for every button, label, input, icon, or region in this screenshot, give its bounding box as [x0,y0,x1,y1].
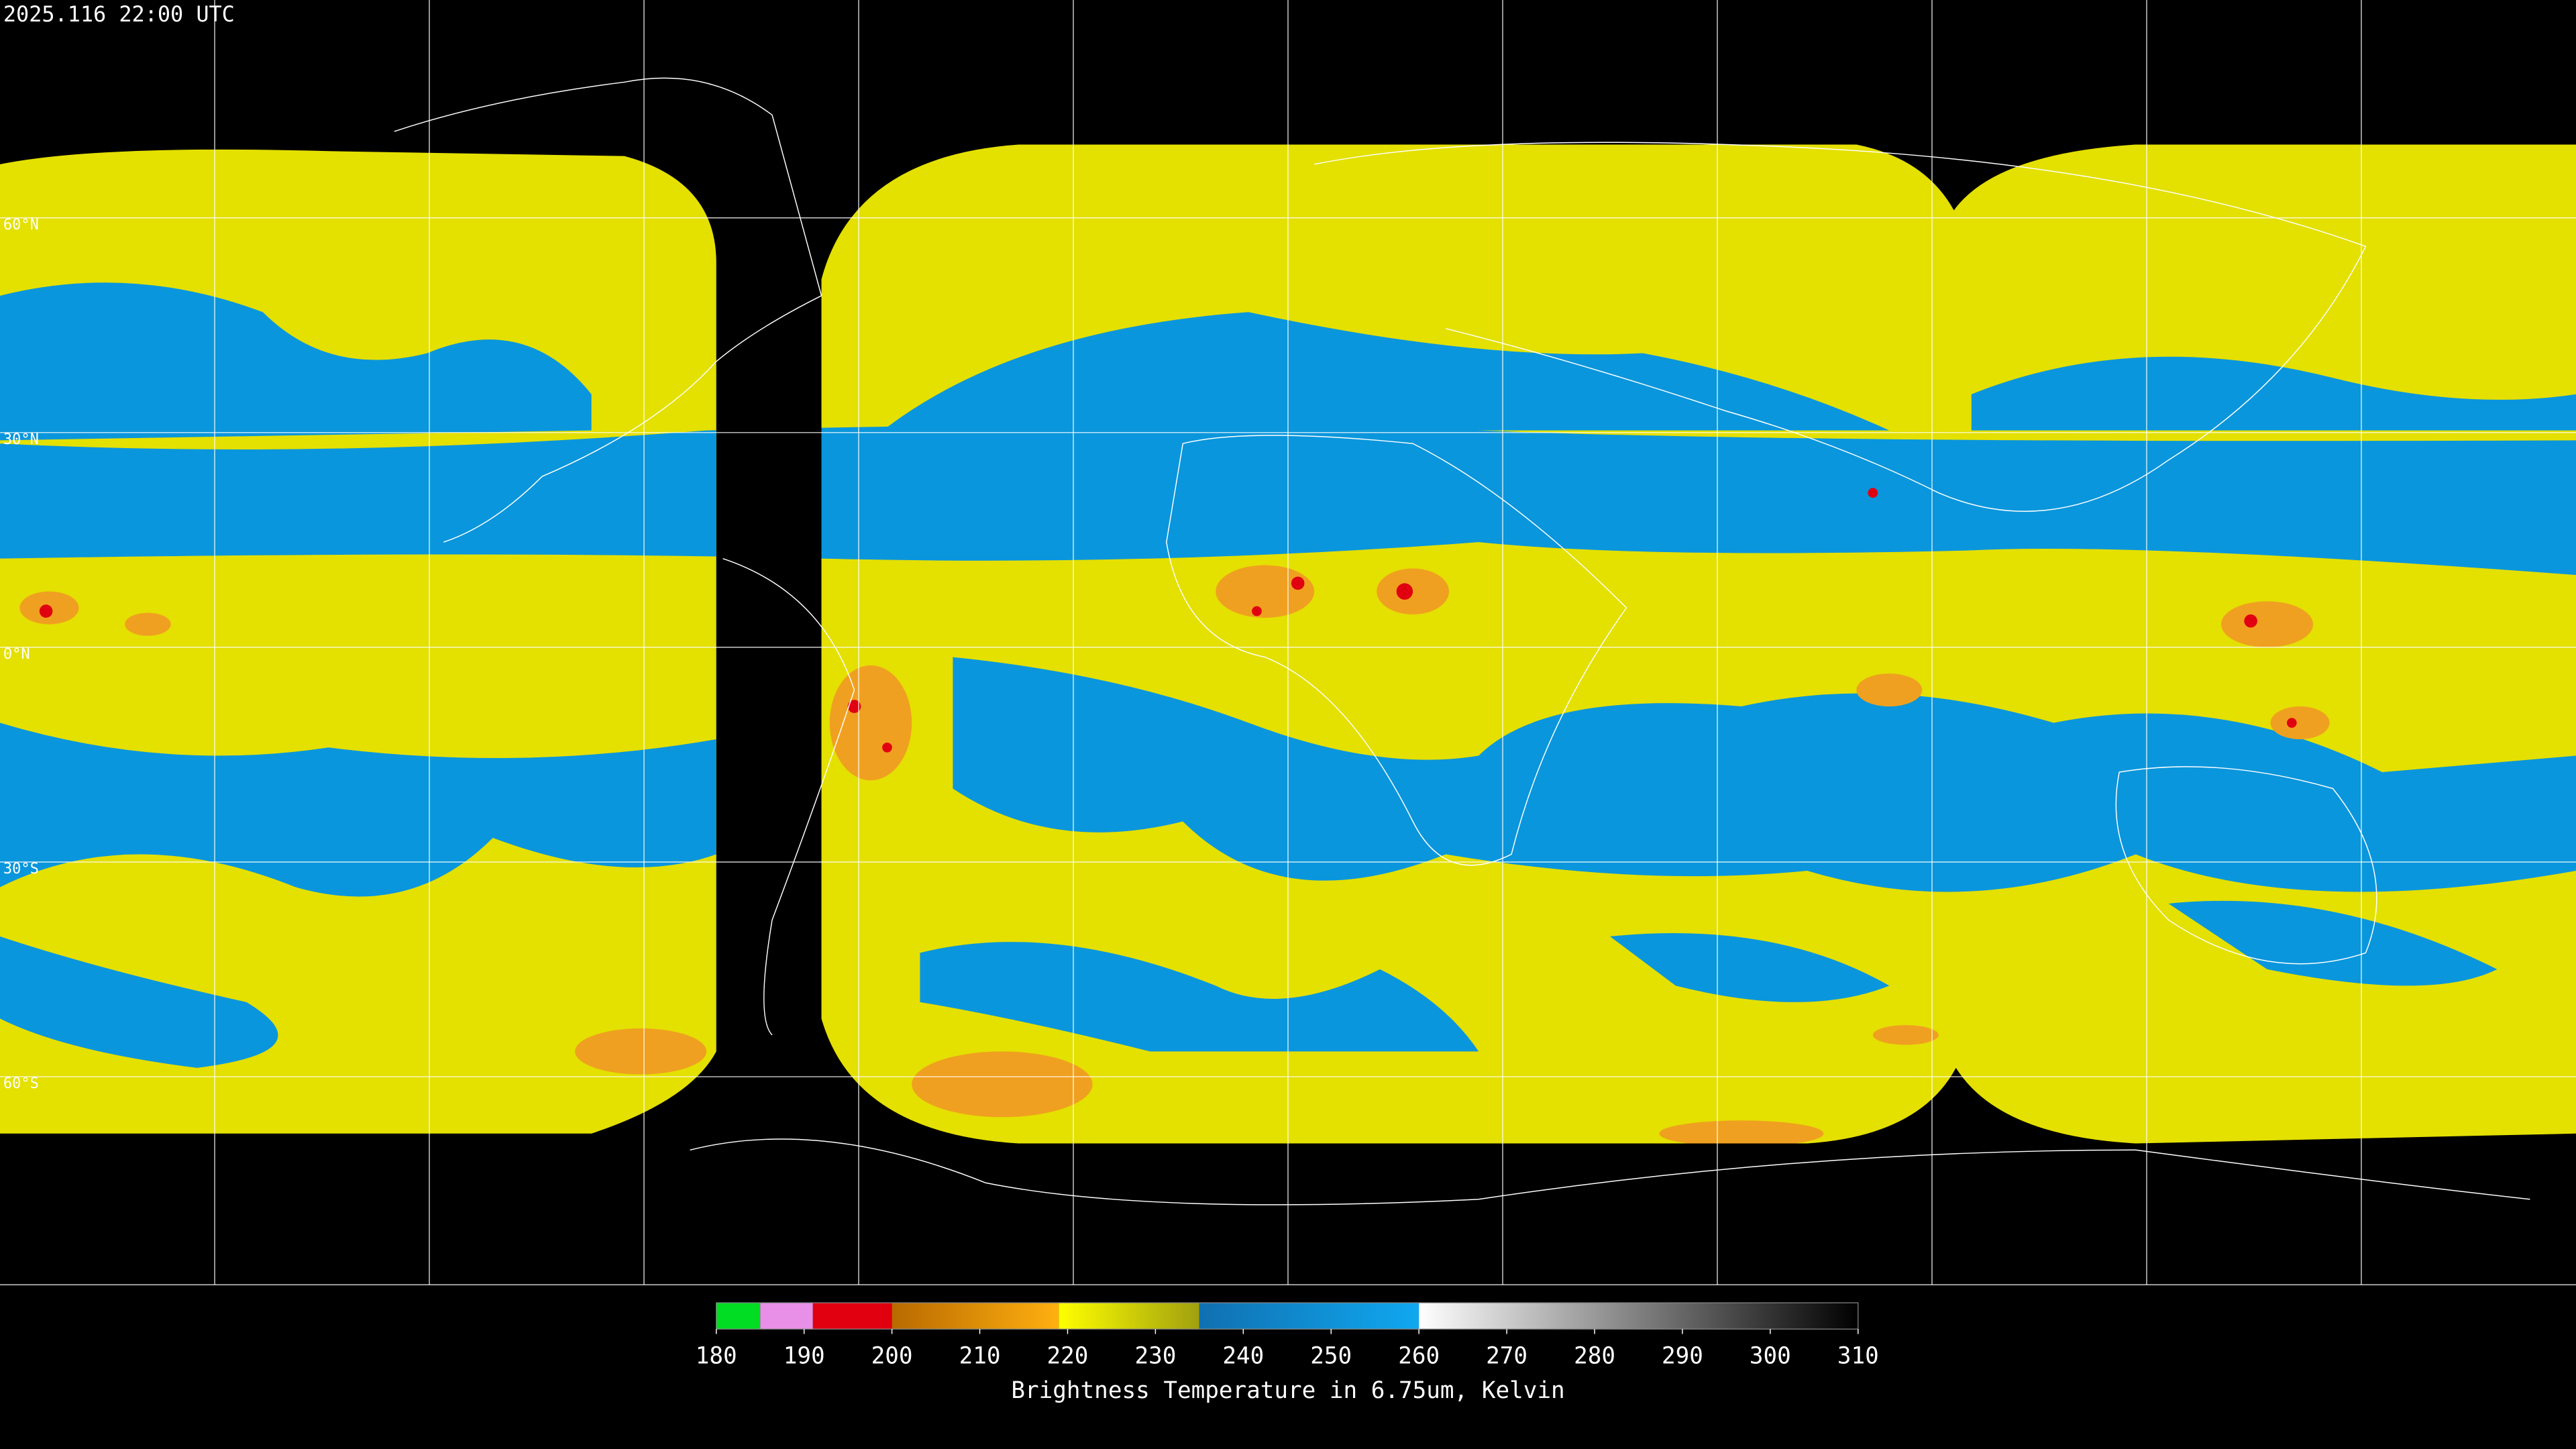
colorbar-tick-label: 230 [1134,1343,1176,1370]
colorbar-label: Brightness Temperature in 6.75um, Kelvin [1011,1377,1564,1404]
colorbar-tick-label: 200 [871,1343,913,1370]
colorbar-tick-label: 220 [1047,1343,1089,1370]
colorbar-tick-label: 210 [959,1343,1001,1370]
lat-label: 30°S [3,861,39,877]
colorbar-segment [1419,1303,1858,1330]
colorbar-tick-label: 300 [1750,1343,1791,1370]
colorbar-tick-label: 240 [1222,1343,1264,1370]
dry-band [0,900,2498,1068]
colorbar-segment [812,1303,892,1330]
colorbar-tick-label: 260 [1398,1343,1440,1370]
colorbar-tick-label: 310 [1837,1343,1879,1370]
colorbar-segment [1199,1303,1419,1330]
colorbar-segment [1059,1303,1199,1330]
colorbar-tick-label: 180 [696,1343,737,1370]
colorbar-tick-label: 250 [1310,1343,1352,1370]
lat-label: 60°N [3,217,39,233]
lat-label: 30°N [3,431,39,448]
colorbar: 180 190 200 210 220 230 240 250 260 270 280 290 300 3… [696,1302,1879,1370]
colorbar-tick-label: 270 [1486,1343,1527,1370]
colorbar-tick-label: 190 [784,1343,825,1370]
convection [19,565,2330,1144]
colorbar-frame [716,1302,1859,1330]
graticule: 60°N 30°N 0°N 30°S 60°S [0,0,2576,1285]
coastlines [394,77,2530,1205]
colorbar-segment [892,1303,1059,1330]
timestamp: 2025.116 22:00 UTC [3,1,235,27]
deep-convection [39,488,2297,753]
colorbar-segment [760,1303,813,1330]
lat-label: 0°N [3,646,30,663]
colorbar-tick-label: 280 [1574,1343,1615,1370]
colorbar-tick-label: 290 [1662,1343,1703,1370]
colorbar-segment [716,1303,761,1330]
lat-label: 60°S [3,1075,39,1092]
